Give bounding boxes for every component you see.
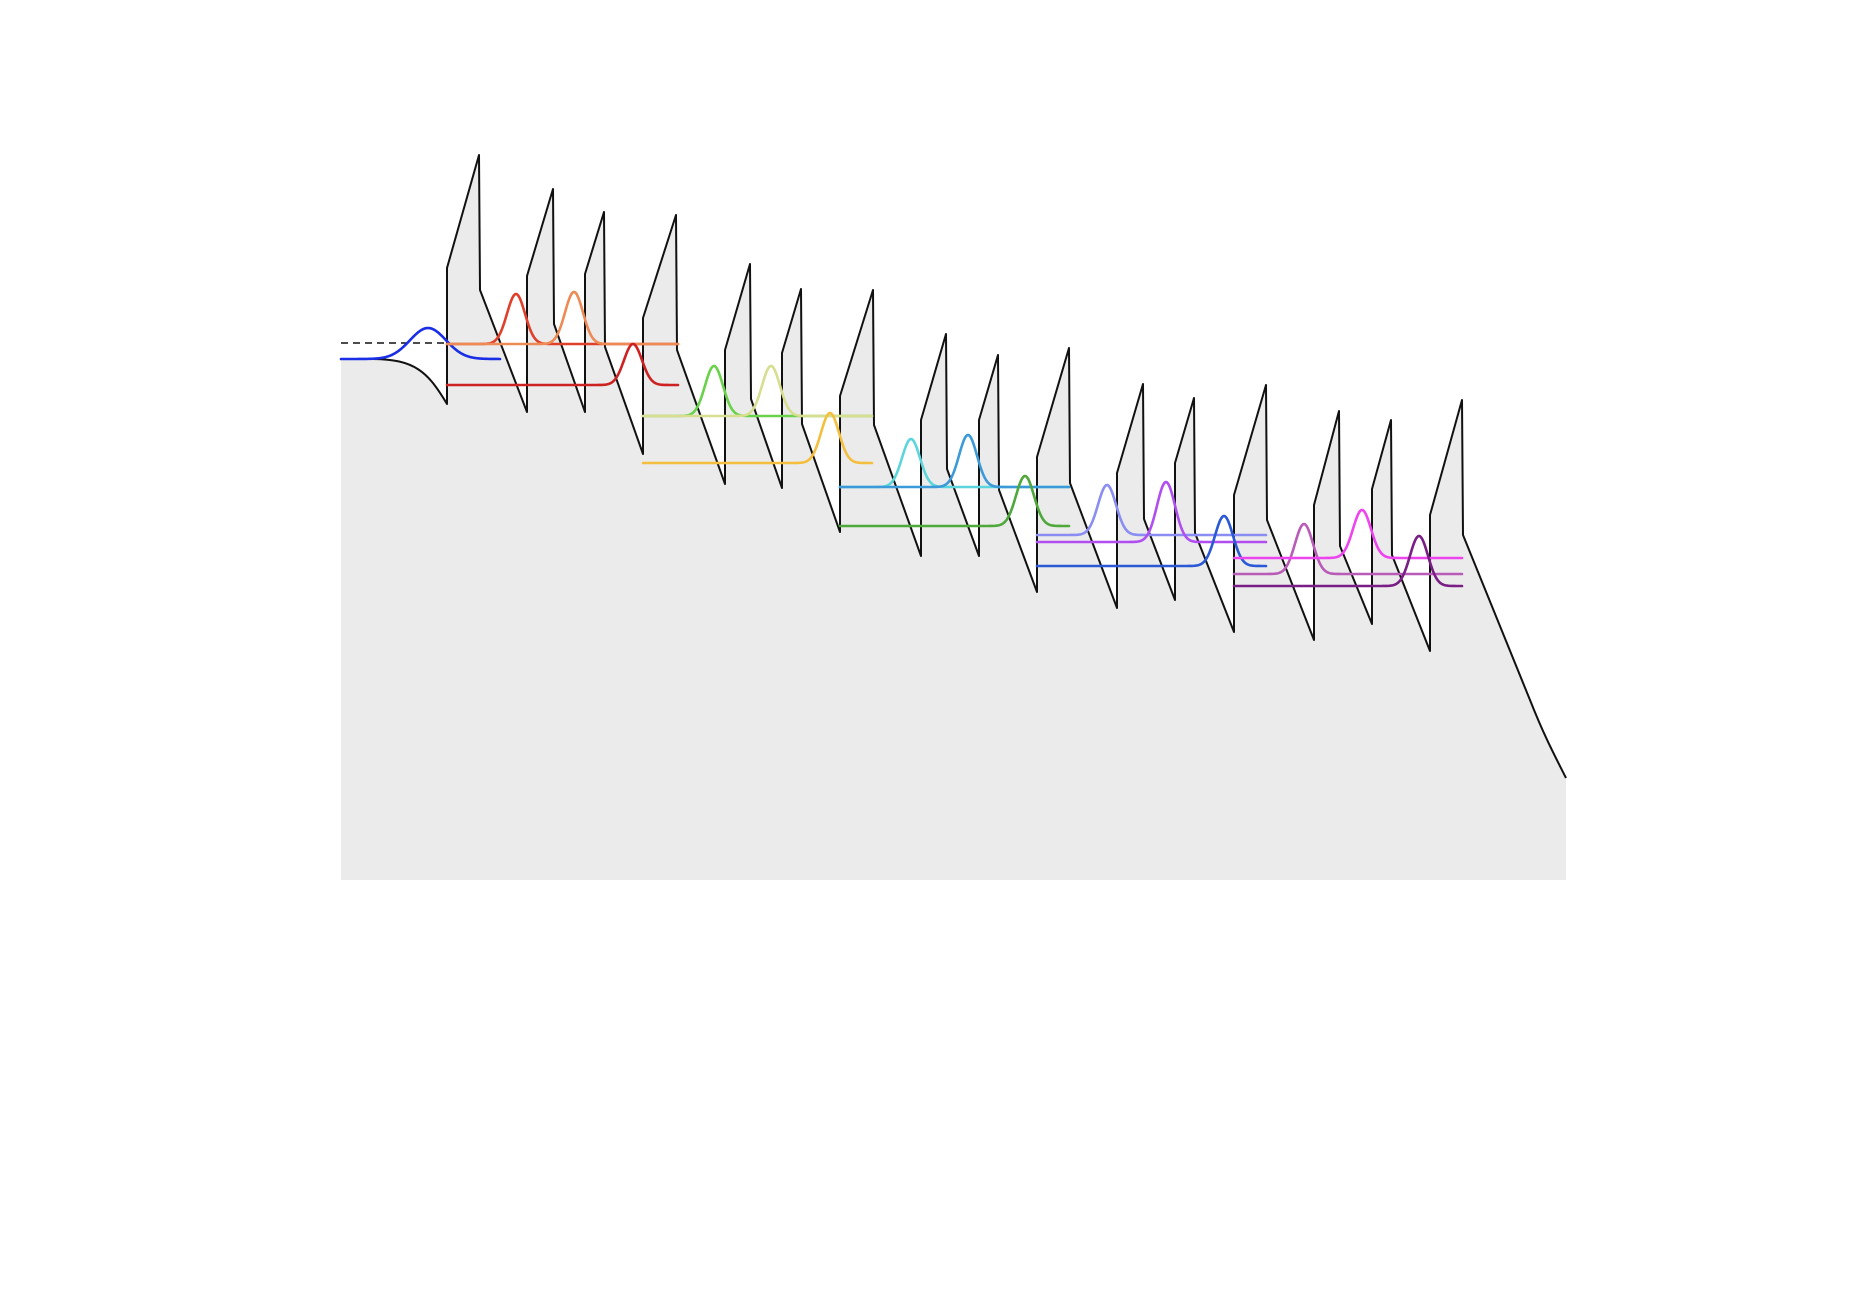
wavepacket-stage-5-3 [1232,534,1464,588]
wavepacket-stage-2-3 [641,411,874,465]
landscape-outline [341,154,1567,779]
wavepacket-stage-5-2 [1232,508,1464,560]
potential-landscape [341,154,1567,880]
wavepacket-incident-1 [339,326,502,361]
landscape-fill [341,155,1566,880]
wavepacket-stage-4-1 [1035,483,1268,537]
wavepacket-stage-3-3 [838,474,1071,528]
wavepacket-stage-4-3 [1035,514,1268,568]
wavepacket-group [339,290,1464,588]
wavepacket-stage-1-3 [445,342,680,387]
wavepacket-stage-5-1 [1232,522,1464,576]
wavepacket-stage-1-2 [445,290,680,346]
wavepacket-stage-4-2 [1035,480,1268,544]
